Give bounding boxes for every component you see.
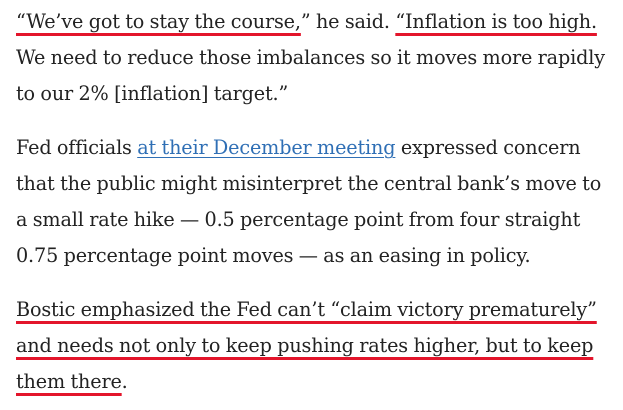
article-body: “We’ve got to stay the course,” he said.… bbox=[16, 4, 616, 400]
quote-paragraph: “We’ve got to stay the course,” he said.… bbox=[16, 4, 616, 112]
fed-officials-paragraph: Fed officials at their December meeting … bbox=[16, 130, 616, 274]
quote-attribution: ” he said. bbox=[300, 10, 396, 33]
paragraph-text-rest: expressed concern that the public might … bbox=[16, 136, 602, 267]
paragraph-text-start: Fed officials bbox=[16, 136, 138, 159]
highlighted-quote-stay-course: “We’ve got to stay the course, bbox=[16, 10, 301, 33]
highlighted-bostic-statement: Bostic emphasized the Fed can’t “claim v… bbox=[16, 298, 597, 393]
december-meeting-link[interactable]: at their December meeting bbox=[137, 136, 396, 159]
bostic-paragraph: Bostic emphasized the Fed can’t “claim v… bbox=[16, 292, 616, 400]
paragraph-period: . bbox=[121, 370, 128, 393]
quote-continuation: We need to reduce those imbalances so it… bbox=[16, 46, 605, 105]
highlighted-quote-inflation: “Inflation is too high. bbox=[395, 10, 597, 33]
